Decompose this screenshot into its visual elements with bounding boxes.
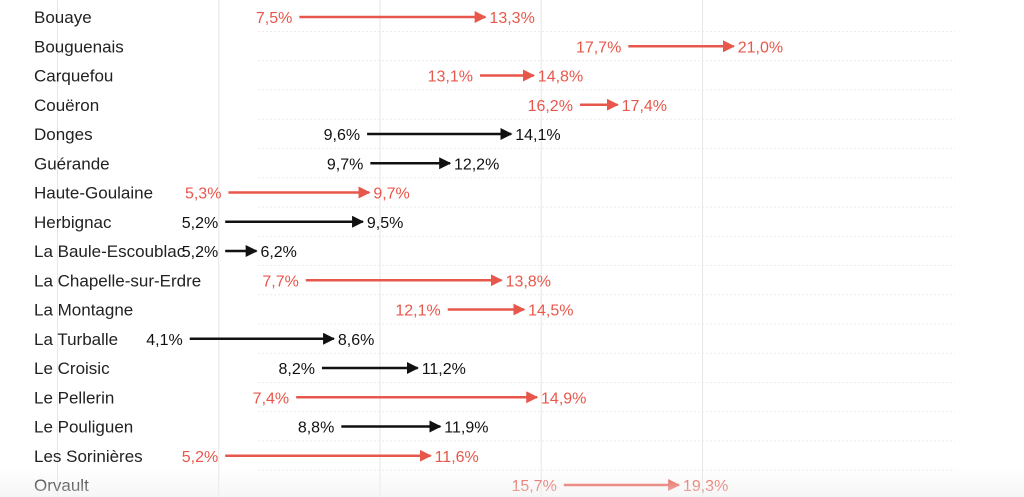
end-value-label: 8,6% [338, 332, 374, 349]
start-value-label: 16,2% [528, 98, 573, 115]
row-les-sorini-res: Les Sorinières 5,2% 11,6% [34, 447, 955, 471]
row-orvault: Orvault 15,7% 19,3% [34, 476, 728, 495]
row-haute-goulaine: Haute-Goulaine 5,3% 9,7% [34, 184, 955, 208]
end-value-label: 14,8% [538, 69, 583, 86]
end-value-label: 14,9% [541, 390, 586, 407]
start-value-label: 7,5% [256, 10, 292, 27]
commune-label: Haute-Goulaine [34, 184, 153, 203]
commune-label: La Baule-Escoublac [34, 242, 186, 261]
commune-label: Bouaye [34, 8, 92, 27]
row-le-pellerin: Le Pellerin 7,4% 14,9% [34, 388, 955, 413]
start-value-label: 8,2% [278, 361, 314, 378]
commune-label: Guérande [34, 154, 110, 173]
row-bouguenais: Bouguenais 17,7% 21,0% [34, 37, 955, 62]
end-value-label: 11,2% [422, 361, 466, 378]
start-value-label: 7,7% [262, 273, 298, 290]
commune-label: Donges [34, 125, 93, 144]
start-value-label: 9,7% [327, 156, 363, 173]
gridlines [57, 0, 703, 497]
row-le-croisic: Le Croisic 8,2% 11,2% [34, 359, 955, 383]
commune-label: Le Croisic [34, 359, 110, 378]
end-value-label: 9,5% [367, 215, 403, 232]
end-value-label: 6,2% [260, 244, 296, 261]
row-bouaye: Bouaye 7,5% 13,3% [34, 8, 955, 32]
start-value-label: 7,4% [253, 390, 289, 407]
end-value-label: 21,0% [738, 39, 783, 56]
commune-label: Herbignac [34, 213, 112, 232]
start-value-label: 13,1% [428, 69, 473, 86]
row-le-pouliguen: Le Pouliguen 8,8% 11,9% [34, 418, 955, 442]
commune-label: Le Pouliguen [34, 418, 133, 437]
start-value-label: 12,1% [395, 303, 440, 320]
row-la-chapelle-sur-erdre: La Chapelle-sur-Erdre 7,7% 13,8% [34, 271, 955, 296]
end-value-label: 11,9% [444, 420, 488, 437]
end-value-label: 14,5% [528, 303, 573, 320]
commune-label: La Montagne [34, 301, 133, 320]
start-value-label: 8,8% [298, 420, 334, 437]
commune-label: La Chapelle-sur-Erdre [34, 271, 201, 290]
row-cou-ron: Couëron 16,2% 17,4% [34, 96, 955, 120]
row-la-montagne: La Montagne 12,1% 14,5% [34, 301, 955, 325]
end-value-label: 12,2% [454, 156, 499, 173]
row-herbignac: Herbignac 5,2% 9,5% [34, 213, 955, 237]
commune-label: Carquefou [34, 67, 113, 86]
row-la-turballe: La Turballe 4,1% 8,6% [34, 330, 955, 354]
start-value-label: 15,7% [511, 478, 556, 495]
end-value-label: 9,7% [373, 186, 409, 203]
start-value-label: 5,2% [182, 244, 218, 261]
end-value-label: 13,3% [489, 10, 534, 27]
end-value-label: 11,6% [435, 449, 479, 466]
start-value-label: 5,3% [185, 186, 221, 203]
start-value-label: 4,1% [146, 332, 182, 349]
commune-label: Les Sorinières [34, 447, 143, 466]
end-value-label: 17,4% [622, 98, 667, 115]
commune-label: Bouguenais [34, 37, 124, 56]
rows: Bouaye 7,5% 13,3% Bouguenais 17,7% 21,0% Carqu… [34, 8, 955, 495]
start-value-label: 9,6% [324, 127, 360, 144]
start-value-label: 5,2% [182, 449, 218, 466]
commune-label: La Turballe [34, 330, 118, 349]
row-carquefou: Carquefou 13,1% 14,8% [34, 67, 955, 91]
start-value-label: 5,2% [182, 215, 218, 232]
start-value-label: 17,7% [576, 39, 621, 56]
end-value-label: 13,8% [506, 273, 551, 290]
row-gu-rande: Guérande 9,7% 12,2% [34, 154, 955, 179]
commune-label: Le Pellerin [34, 388, 114, 407]
commune-label: Orvault [34, 476, 89, 495]
end-value-label: 19,3% [683, 478, 728, 495]
row-donges: Donges 9,6% 14,1% [34, 125, 955, 149]
commune-label: Couëron [34, 96, 99, 115]
end-value-label: 14,1% [515, 127, 560, 144]
